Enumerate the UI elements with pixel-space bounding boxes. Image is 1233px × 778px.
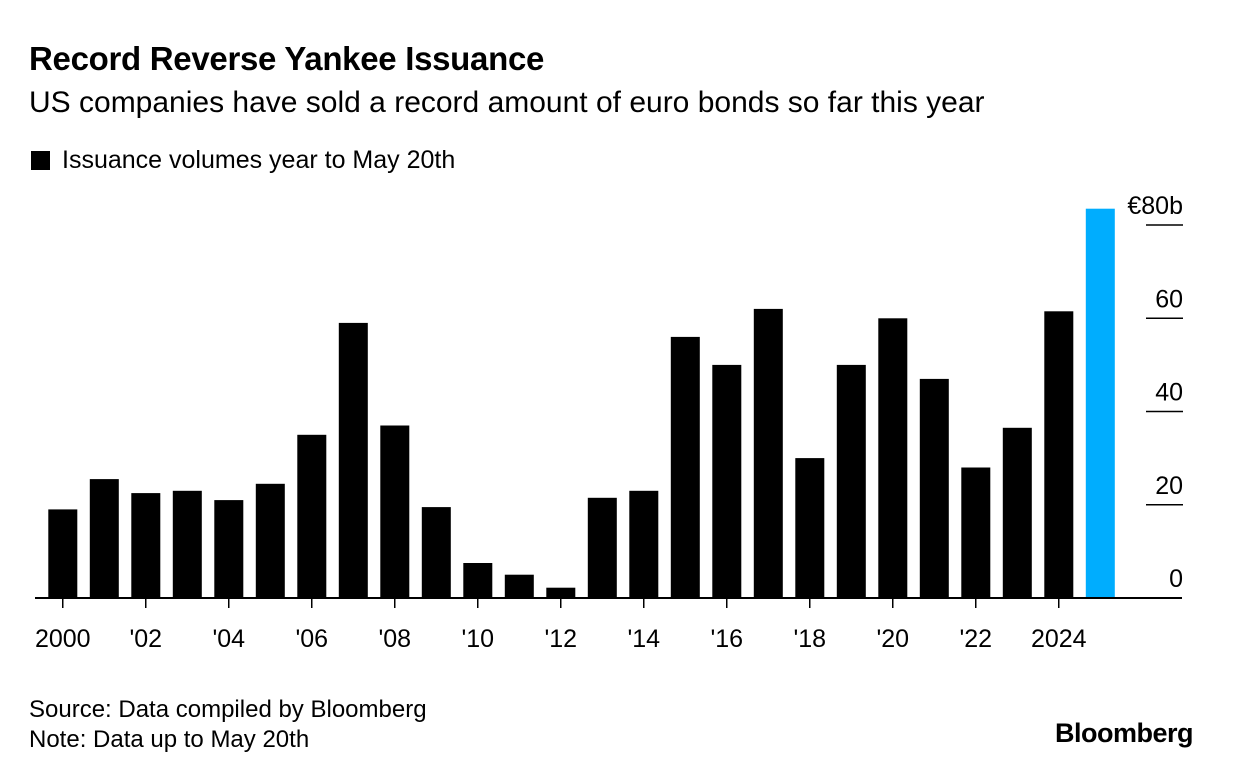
- bar-2025: [1085, 208, 1115, 598]
- bar-2024: [1044, 311, 1074, 598]
- bar-2008: [380, 425, 410, 598]
- data-note: Note: Data up to May 20th: [29, 726, 310, 753]
- bar-2016: [712, 364, 742, 598]
- source-note: Source: Data compiled by Bloomberg: [29, 696, 427, 723]
- bar-2022: [961, 467, 991, 598]
- x-tick-label-2018: '18: [793, 625, 826, 653]
- bar-2004: [214, 500, 244, 598]
- bar-2018: [795, 458, 825, 598]
- bar-2019: [836, 364, 866, 598]
- bar-2012: [546, 587, 576, 598]
- bar-2003: [172, 490, 202, 598]
- y-tick-label-60: 60: [1155, 285, 1183, 313]
- bloomberg-logo: Bloomberg: [1054, 718, 1194, 748]
- x-tick-label-2022: '22: [959, 625, 992, 653]
- bar-2017: [753, 308, 783, 598]
- x-tick-label-2004: '04: [212, 625, 245, 653]
- bar-2005: [255, 483, 285, 598]
- bar-2011: [504, 574, 534, 598]
- bar-2002: [131, 493, 161, 598]
- bar-2010: [463, 563, 493, 598]
- y-tick-label-40: 40: [1155, 379, 1183, 407]
- legend-label: Issuance volumes year to May 20th: [62, 146, 456, 174]
- bar-2007: [338, 322, 368, 598]
- legend: Issuance volumes year to May 20th: [31, 146, 455, 175]
- bar-2021: [919, 378, 949, 598]
- y-tick-label-80: €80b: [1127, 192, 1183, 220]
- chart-title: Record Reverse Yankee Issuance: [29, 40, 545, 77]
- x-tick-label-2006: '06: [295, 625, 328, 653]
- x-tick-label-2014: '14: [627, 625, 660, 653]
- x-tick-label-2020: '20: [876, 625, 909, 653]
- bar-2000: [48, 509, 78, 598]
- bar-2023: [1002, 427, 1032, 598]
- y-tick-label-0: 0: [1169, 565, 1183, 593]
- bar-2014: [629, 490, 659, 598]
- bar-2013: [587, 497, 617, 598]
- bar-2006: [297, 434, 327, 598]
- bar-2015: [670, 336, 700, 598]
- x-tick-label-2008: '08: [378, 625, 411, 653]
- x-tick-label-2000: 2000: [35, 625, 91, 653]
- bar-2009: [421, 507, 451, 598]
- x-tick-label-2016: '16: [710, 625, 743, 653]
- x-tick-label-2024: 2024: [1031, 625, 1087, 653]
- x-tick-label-2012: '12: [544, 625, 577, 653]
- legend-swatch: [31, 151, 50, 170]
- chart-subtitle: US companies have sold a record amount o…: [29, 86, 985, 119]
- bar-2020: [878, 318, 908, 599]
- y-tick-label-20: 20: [1155, 472, 1183, 500]
- x-tick-label-2002: '02: [129, 625, 162, 653]
- bar-2001: [89, 479, 119, 598]
- x-tick-label-2010: '10: [461, 625, 494, 653]
